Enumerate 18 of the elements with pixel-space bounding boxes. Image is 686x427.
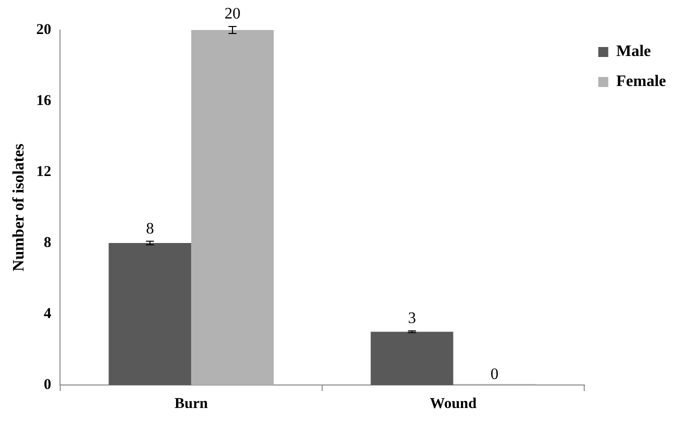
y-tick-label: 4 bbox=[44, 306, 52, 322]
y-tick-label: 0 bbox=[44, 376, 52, 393]
legend-label: Female bbox=[616, 73, 666, 90]
bar bbox=[370, 332, 454, 385]
data-label: 8 bbox=[146, 220, 154, 238]
y-axis-title: Number of isolates bbox=[10, 144, 28, 272]
y-tick-label: 12 bbox=[36, 164, 52, 180]
y-tick-label: 8 bbox=[44, 234, 52, 251]
y-tick-label: 16 bbox=[36, 92, 52, 109]
data-label: 3 bbox=[408, 310, 416, 328]
legend-label: Male bbox=[616, 43, 651, 60]
bar bbox=[191, 30, 274, 385]
data-label: 0 bbox=[490, 366, 499, 384]
y-tick-label: 20 bbox=[36, 22, 52, 38]
x-tick-label: Burn bbox=[174, 396, 209, 412]
bar bbox=[108, 243, 192, 385]
x-tick-label: Wound bbox=[430, 396, 478, 412]
data-label: 20 bbox=[224, 6, 240, 23]
